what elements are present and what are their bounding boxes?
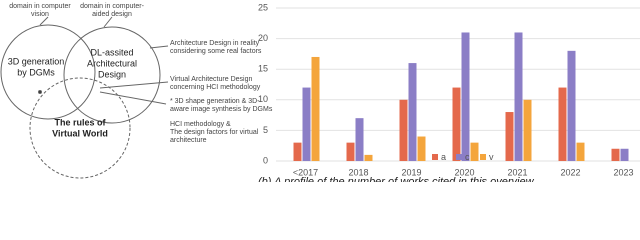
legend-swatch — [456, 154, 462, 160]
y-tick-label: 10 — [258, 94, 268, 104]
bar — [558, 87, 567, 161]
top-label: vision — [31, 11, 49, 18]
bar — [576, 142, 585, 161]
bar — [567, 50, 576, 162]
bar — [470, 142, 479, 161]
bar — [514, 32, 523, 162]
bar — [523, 99, 532, 161]
y-tick-label: 20 — [258, 33, 268, 43]
dot — [38, 90, 42, 94]
bar — [293, 142, 302, 161]
legend-label: v — [489, 152, 494, 162]
circle-label: Architectural — [87, 58, 137, 68]
bar — [346, 142, 355, 161]
annotation: Architecture Design in reality — [170, 40, 260, 47]
bar — [408, 63, 417, 161]
y-tick-label: 15 — [258, 64, 268, 74]
pointer — [39, 16, 49, 26]
annotation: HCI methodology & — [170, 121, 231, 128]
top-label: domain in computer- — [80, 3, 144, 10]
pointer — [99, 91, 167, 105]
legend-swatch — [480, 154, 486, 160]
bar — [620, 148, 629, 161]
caption: (b) A profile of the number of works cit… — [258, 176, 535, 182]
circle-label: 3D generation — [8, 56, 65, 66]
top-label: domain in computer — [9, 3, 71, 10]
x-tick-label: 2021 — [507, 167, 527, 177]
circle-label: DL-assited — [90, 47, 133, 57]
chart: 0 5 10 15 20 25 <2017 2018 2019 2020 2021 2022 2023 a… — [258, 2, 640, 182]
annotation: considering some real factors — [170, 48, 262, 55]
x-tick-label: 2018 — [348, 167, 368, 177]
circle-label: by DGMs — [17, 67, 55, 77]
circle-label: Design — [98, 69, 126, 79]
x-tick-label: 2020 — [454, 167, 474, 177]
y-tick-label: 0 — [263, 155, 268, 165]
bar — [611, 148, 620, 161]
annotation: concerning HCI methodology — [170, 84, 261, 91]
annotation: aware image synthesis by DGMs — [170, 106, 273, 113]
x-tick-label: 2019 — [401, 167, 421, 177]
annotation: Virtual Architecture Design — [170, 76, 252, 83]
circle-cad — [63, 26, 161, 124]
legend-label: a — [441, 152, 446, 162]
bar — [302, 87, 311, 161]
annotation: * 3D shape generation & 3D- — [170, 98, 260, 105]
bar — [311, 56, 320, 161]
legend-label: c — [465, 152, 470, 162]
bar — [452, 87, 461, 161]
circle-label: Virtual World — [52, 128, 108, 138]
x-tick-label: 2023 — [613, 167, 633, 177]
legend-swatch — [432, 154, 438, 160]
x-tick-label: <2017 — [293, 167, 318, 177]
bar — [505, 112, 514, 161]
pointer — [99, 81, 169, 89]
circle-label: The rules of — [54, 117, 106, 127]
bar — [364, 154, 373, 161]
circle-cv — [0, 24, 96, 120]
diagram-shapes — [0, 16, 169, 179]
annotation: The design factors for virtual — [170, 129, 259, 136]
bar — [417, 136, 426, 161]
y-tick-label: 5 — [263, 125, 268, 135]
x-tick-label: 2022 — [560, 167, 580, 177]
y-tick-label: 25 — [258, 2, 268, 12]
bar — [355, 118, 364, 161]
pointer — [103, 16, 113, 28]
pointer — [149, 45, 169, 49]
top-label: aided design — [92, 11, 132, 18]
bar — [461, 32, 470, 162]
annotation: architecture — [170, 137, 207, 144]
circle-virtual — [29, 77, 131, 179]
bar — [399, 99, 408, 161]
